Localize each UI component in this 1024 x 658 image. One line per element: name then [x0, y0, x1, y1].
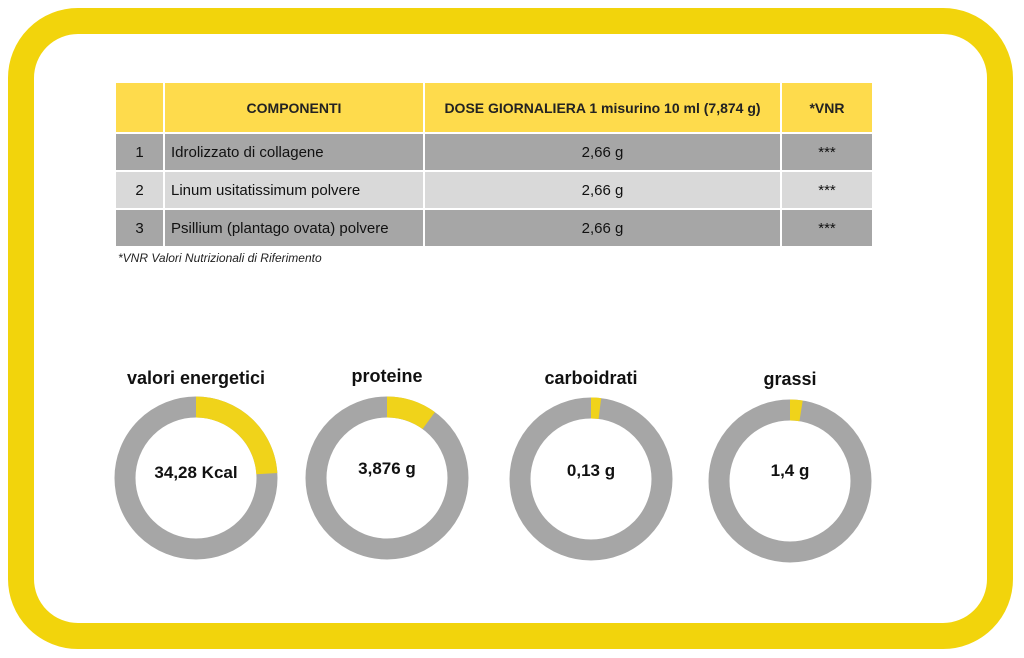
donut-protein: proteine 3,876 g — [287, 362, 487, 566]
donut-carbs: carboidrati 0,13 g — [491, 364, 691, 568]
row-dose: 2,66 g — [423, 208, 781, 246]
row-index: 1 — [116, 132, 164, 171]
row-vnr: *** — [780, 170, 872, 209]
row-component: Linum usitatissimum polvere — [163, 170, 424, 209]
row-dose: 2,66 g — [423, 170, 781, 209]
row-vnr: *** — [780, 208, 872, 246]
donut-title: proteine — [351, 366, 423, 386]
row-index: 3 — [116, 208, 164, 246]
donut-title: carboidrati — [544, 368, 638, 388]
donut-chart — [305, 396, 469, 560]
header-component: COMPONENTI — [163, 83, 424, 133]
table-row: 2 Linum usitatissimum polvere 2,66 g *** — [116, 170, 872, 209]
header-index — [116, 83, 164, 133]
donut-track — [708, 399, 872, 563]
donut-value: 1,4 g — [770, 461, 810, 480]
row-component: Idrolizzato di collagene — [163, 132, 424, 171]
donut-chart — [509, 397, 673, 561]
header-vnr: *VNR — [780, 83, 872, 133]
table-header-row: COMPONENTI DOSE GIORNALIERA 1 misurino 1… — [116, 83, 872, 133]
donut-fill — [305, 396, 469, 560]
row-dose: 2,66 g — [423, 132, 781, 171]
components-table: COMPONENTI DOSE GIORNALIERA 1 misurino 1… — [116, 83, 872, 246]
donut-value: 3,876 g — [358, 459, 416, 478]
donut-chart — [708, 399, 872, 563]
row-vnr: *** — [780, 132, 872, 171]
row-index: 2 — [116, 170, 164, 209]
donut-energy: valori energetici 34,28 Kcal — [96, 366, 296, 566]
donut-fill — [509, 397, 673, 561]
vnr-footnote: *VNR Valori Nutrizionali di Riferimento — [118, 251, 322, 265]
donut-fill — [708, 399, 872, 563]
table-row: 3 Psillium (plantago ovata) polvere 2,66… — [116, 208, 872, 246]
donut-value: 34,28 Kcal — [154, 463, 238, 482]
donut-title: grassi — [763, 369, 817, 389]
table-row: 1 Idrolizzato di collagene 2,66 g *** — [116, 132, 872, 171]
donut-value: 0,13 g — [566, 461, 616, 480]
donut-fat: grassi 1,4 g — [690, 366, 890, 568]
donut-title: valori energetici — [126, 368, 266, 388]
donut-chart — [114, 396, 278, 560]
header-dose: DOSE GIORNALIERA 1 misurino 10 ml (7,874… — [423, 83, 781, 133]
donut-fill — [114, 396, 278, 560]
row-component: Psillium (plantago ovata) polvere — [163, 208, 424, 246]
